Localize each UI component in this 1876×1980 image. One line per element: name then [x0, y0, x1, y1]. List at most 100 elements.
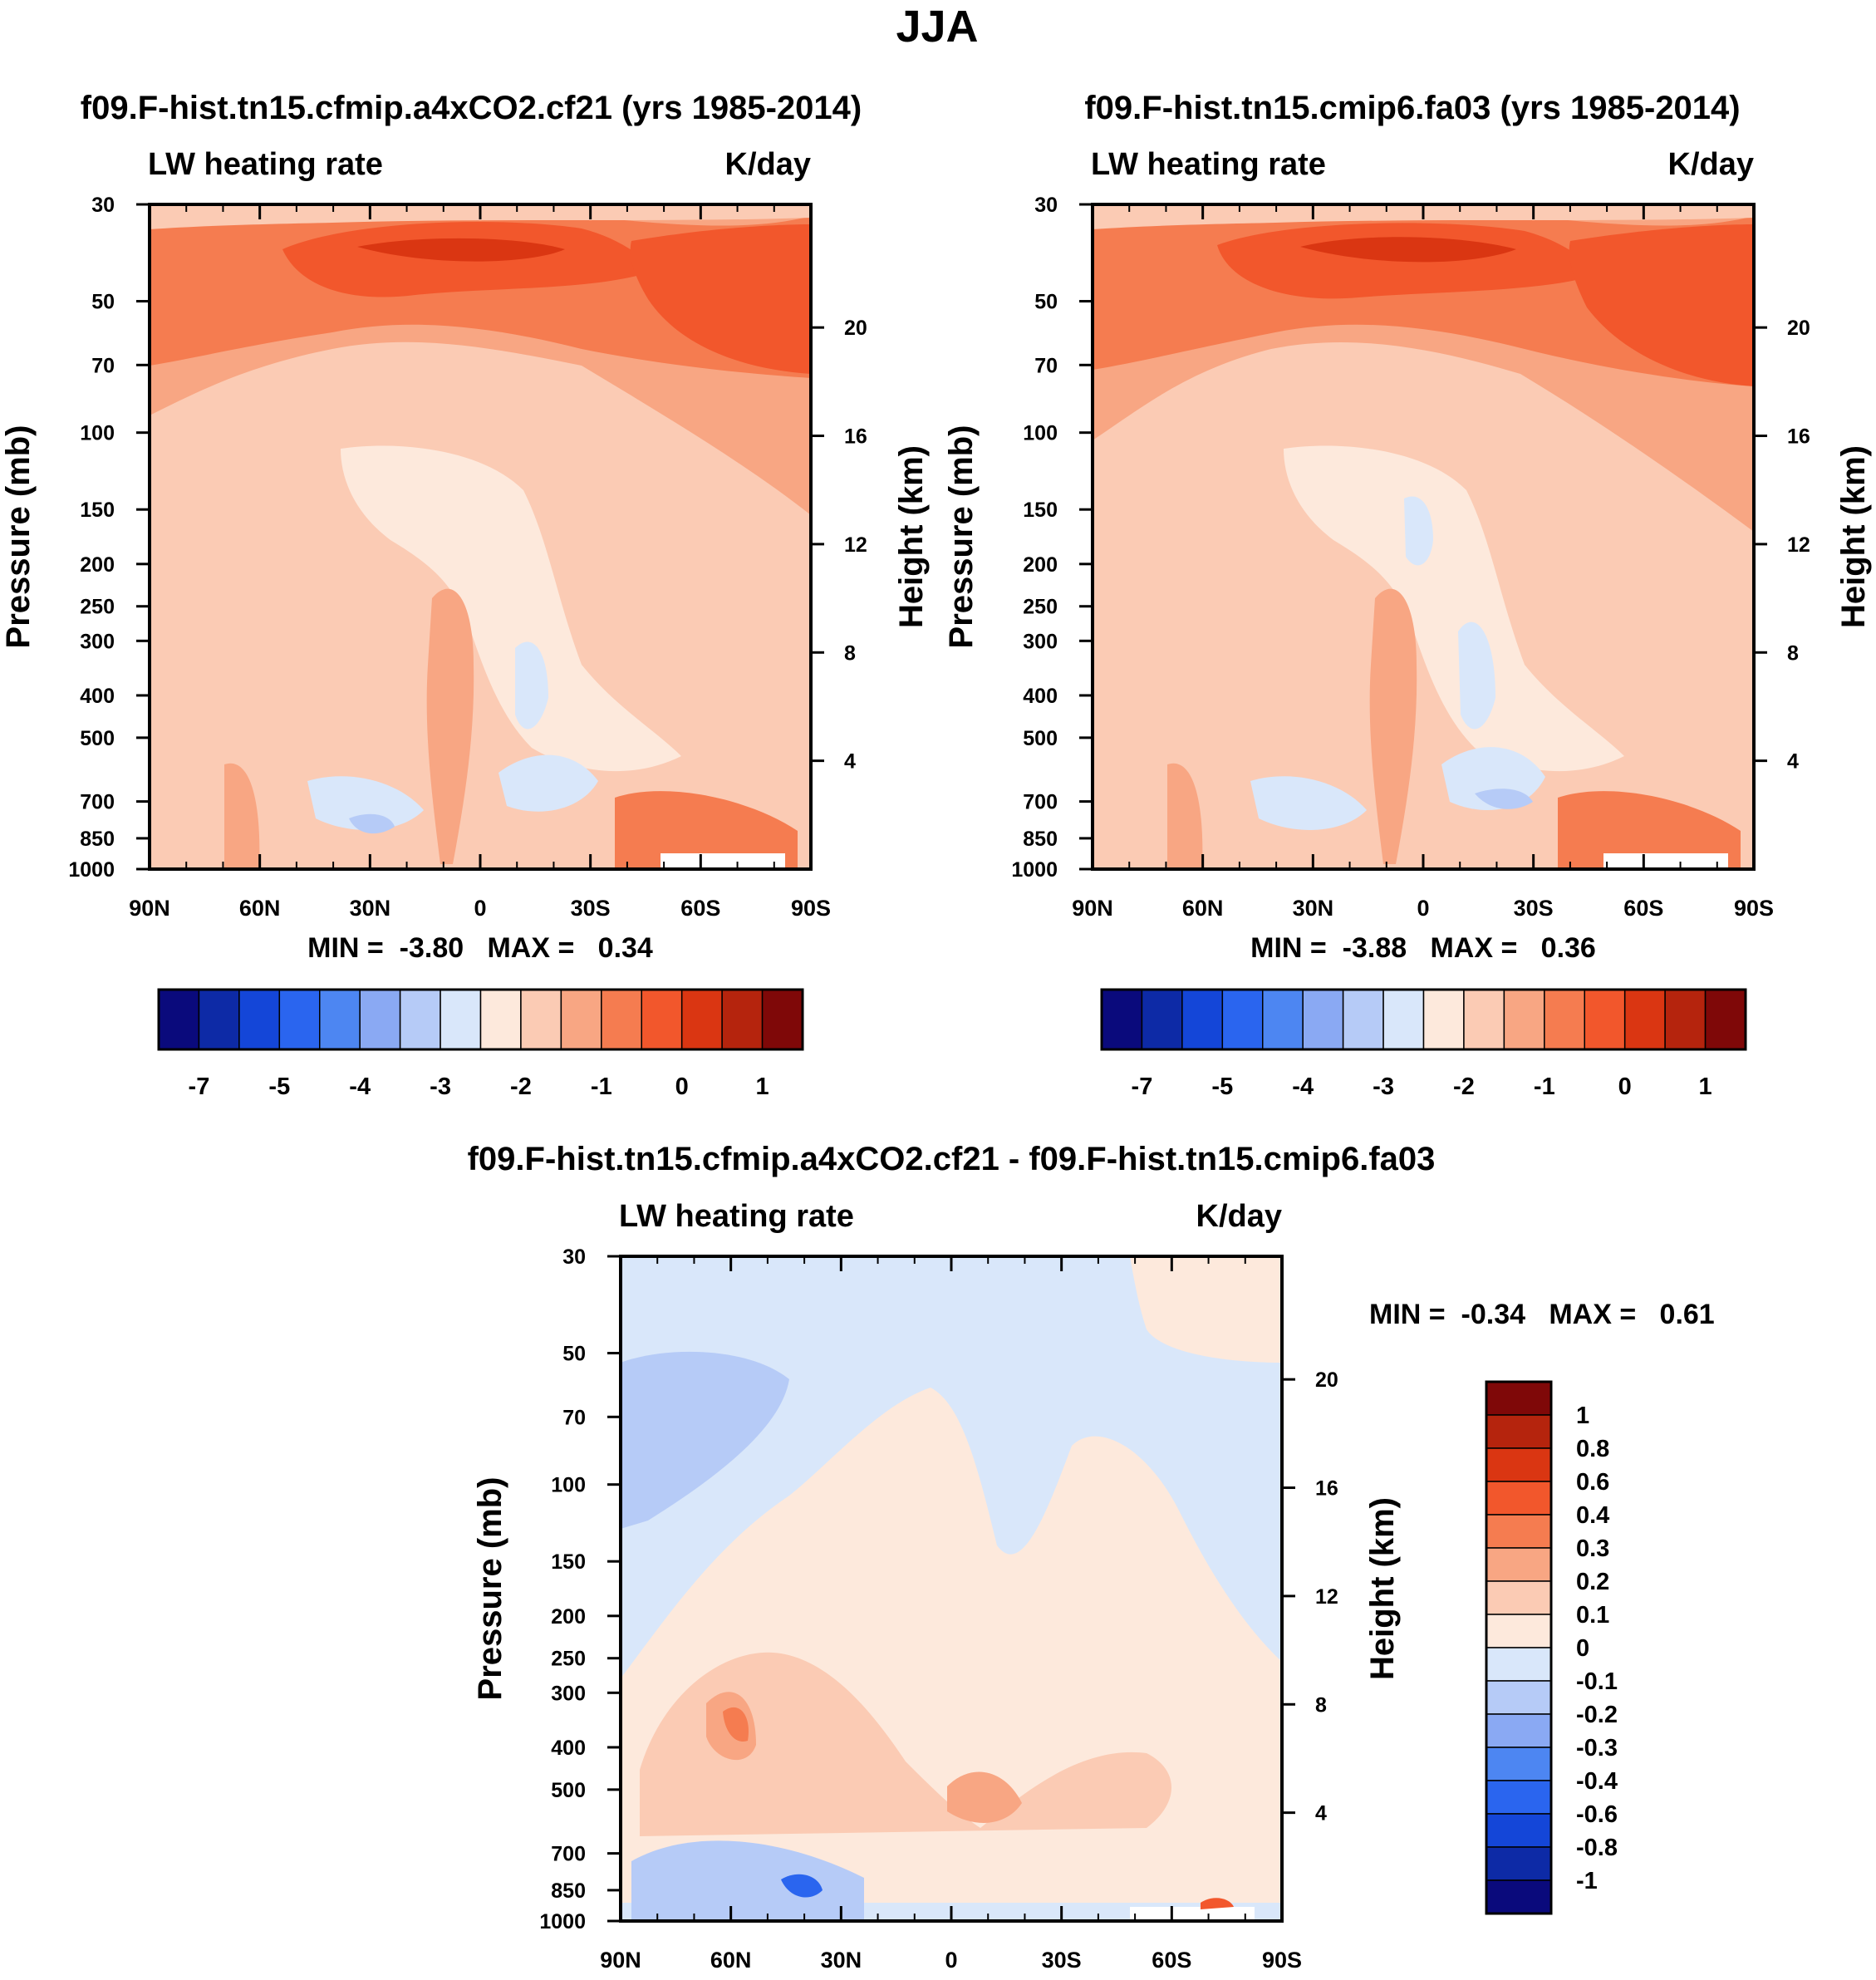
panel-b-ytick-right-label: 16	[1787, 425, 1810, 449]
panel-a-ytick-label: 300	[80, 630, 115, 653]
panel-diff-xtick-label: 60S	[1152, 1948, 1191, 1973]
panel-diff-ylabel-right: Height (km)	[1364, 1497, 1401, 1680]
panel-diff-colorbar-label: 0.1	[1576, 1602, 1609, 1629]
panel-b-ytick-right-label: 4	[1787, 750, 1799, 774]
panel-a-ytick-label: 30	[91, 194, 115, 217]
panel-b-xtick-label: 90N	[1072, 896, 1113, 921]
panel-diff-contour-field	[621, 1256, 1282, 1921]
panel-diff-colorbar-swatch	[1486, 1647, 1552, 1682]
panel-diff-colorbar-swatch	[1486, 1680, 1552, 1715]
panel-diff-colorbar-swatch	[1486, 1447, 1552, 1482]
panel-a-colorbar-swatch	[359, 989, 401, 1050]
panel-a-colorbar-frame	[157, 988, 804, 1051]
panel-b-ytick-label: 50	[1034, 291, 1058, 314]
panel-b-colorbar-label: -4	[1292, 1074, 1314, 1100]
panel-diff-colorbar-label: -0.1	[1576, 1668, 1618, 1695]
panel-b-neg-pocket-3	[1458, 622, 1495, 730]
panel-a-colorbar-swatch	[319, 989, 361, 1050]
panel-b-colorbar-label: -1	[1534, 1074, 1555, 1100]
panel-a-colorbar-label: -5	[268, 1074, 290, 1100]
panel-a-colorbar-swatch	[238, 989, 281, 1050]
panel-b-sh-max	[1569, 224, 1754, 386]
figure-title: JJA	[896, 2, 978, 52]
panel-b-colorbar-swatch	[1181, 989, 1224, 1050]
panel-diff-xtick-label: 30N	[821, 1948, 862, 1973]
panel-b-colorbar: -7 -5 -4 -3 -2 -1 0 1	[1100, 988, 1747, 1100]
panel-b-colorbar-swatch	[1503, 989, 1545, 1050]
panel-b-ytick-label: 700	[1023, 791, 1058, 814]
panel-b-ytick-label: 30	[1034, 194, 1058, 217]
panel-b-colorbar-label: 0	[1618, 1074, 1632, 1100]
panel-diff-xtick-label: 90S	[1262, 1948, 1302, 1973]
panel-diff-right-string: K/day	[1196, 1199, 1282, 1234]
panel-diff-low-pos-2	[640, 1652, 1171, 1836]
panel-b-xtick-label: 60N	[1182, 896, 1224, 921]
panel-diff-colorbar-label: -1	[1576, 1868, 1598, 1894]
panel-a-ytick-label: 1000	[68, 858, 115, 882]
panel-a-ytick-label: 100	[80, 422, 115, 445]
panel-diff: f09.F-hist.tn15.cfmip.a4xCO2.cf21 - f09.…	[468, 1141, 1715, 1973]
panel-b-xtick-label: 60S	[1623, 896, 1663, 921]
panel-diff-axes: 90N 60N 30N 0 30S 60S 90S 30 50 70 100 150 200 250 300…	[539, 1245, 1338, 1973]
panel-a-ytick-right-label: 20	[844, 317, 867, 340]
panel-a-xtick-label: 90N	[129, 896, 170, 921]
panel-b-ytick-label: 250	[1023, 596, 1058, 619]
panel-b-ytick-label: 100	[1023, 422, 1058, 445]
panel-diff-ytick-label: 70	[562, 1406, 586, 1429]
panel-b-colorbar-swatch	[1262, 989, 1304, 1050]
panel-a-ytick-right-label: 12	[844, 533, 867, 557]
panel-a-ylabel-right: Height (km)	[893, 445, 930, 628]
panel-diff-sfc-max	[1201, 1898, 1234, 1909]
panel-b-colorbar-swatch	[1704, 989, 1746, 1050]
panel-b-ytick-label: 70	[1034, 354, 1058, 377]
panel-diff-colorbar-label: 0	[1576, 1635, 1589, 1662]
panel-diff-colorbar-label: 0.6	[1576, 1469, 1609, 1496]
panel-a-mid-weak	[341, 445, 681, 772]
panel-b-ylabel-right: Height (km)	[1835, 445, 1872, 628]
panel-b-core-max	[1300, 237, 1516, 263]
panel-a-xtick-label: 0	[474, 896, 486, 921]
panel-a-ytick-right-label: 16	[844, 425, 867, 449]
panel-diff-colorbar-swatch	[1486, 1381, 1552, 1416]
panel-diff-ytick-label: 1000	[539, 1910, 586, 1933]
panel-a-sh-max	[630, 224, 811, 374]
panel-a-colorbar-swatch	[278, 989, 321, 1050]
panel-b-colorbar-swatch	[1302, 989, 1344, 1050]
panel-b-ytick-right-label: 12	[1787, 533, 1810, 557]
panel-b-colorbar-swatch	[1141, 989, 1183, 1050]
panel-a-xtick-label: 60N	[239, 896, 281, 921]
panel-diff-ytick-label: 50	[562, 1343, 586, 1366]
panel-b-missing-data	[1603, 853, 1728, 869]
panel-a: f09.F-hist.tn15.cfmip.a4xCO2.cf21 (yrs 1…	[0, 90, 930, 1100]
panel-diff-ytick-label: 150	[551, 1550, 586, 1574]
panel-diff-colorbar-swatch	[1486, 1846, 1552, 1881]
panel-a-ytick-label: 400	[80, 685, 115, 708]
panel-a-colorbar: -7 -5 -4 -3 -2 -1 0 1	[157, 988, 804, 1100]
panel-diff-ytick-label: 400	[551, 1737, 586, 1760]
panel-b-xtick-label: 0	[1417, 896, 1429, 921]
panel-b-tropic-strip	[1369, 588, 1417, 864]
panel-b-colorbar-swatch	[1623, 989, 1666, 1050]
panel-diff-ytick-label: 250	[551, 1648, 586, 1671]
panel-diff-ylabel: Pressure (mb)	[472, 1477, 508, 1701]
panel-b-colorbar-swatch	[1221, 989, 1264, 1050]
panel-b-colorbar-frame	[1100, 988, 1747, 1051]
panel-a-colorbar-swatch	[680, 989, 723, 1050]
panel-a-colorbar-label: -2	[510, 1074, 532, 1100]
panel-b-colorbar-swatch	[1422, 989, 1465, 1050]
panel-diff-ytick-right-label: 20	[1315, 1368, 1338, 1392]
panel-b-ytick-label: 150	[1023, 499, 1058, 522]
panel-b-ytick-label: 500	[1023, 727, 1058, 750]
panel-a-colorbar-swatch	[641, 989, 683, 1050]
panel-b-sfc-warm-2	[1167, 763, 1203, 869]
panel-b-colorbar-swatch	[1342, 989, 1384, 1050]
panel-diff-ytick-label: 850	[551, 1879, 586, 1903]
panel-diff-colorbar-swatch	[1486, 1713, 1552, 1748]
panel-b-sfc-warm	[1558, 791, 1741, 869]
panel-a-colorbar-swatch	[198, 989, 240, 1050]
panel-a-xtick-label: 60S	[680, 896, 720, 921]
panel-a-colorbar-label: 1	[755, 1074, 769, 1100]
panel-a-ytick-label: 150	[80, 499, 115, 522]
panel-b-colorbar-swatch	[1544, 989, 1585, 1050]
panel-b-ytick-label: 850	[1023, 828, 1058, 851]
